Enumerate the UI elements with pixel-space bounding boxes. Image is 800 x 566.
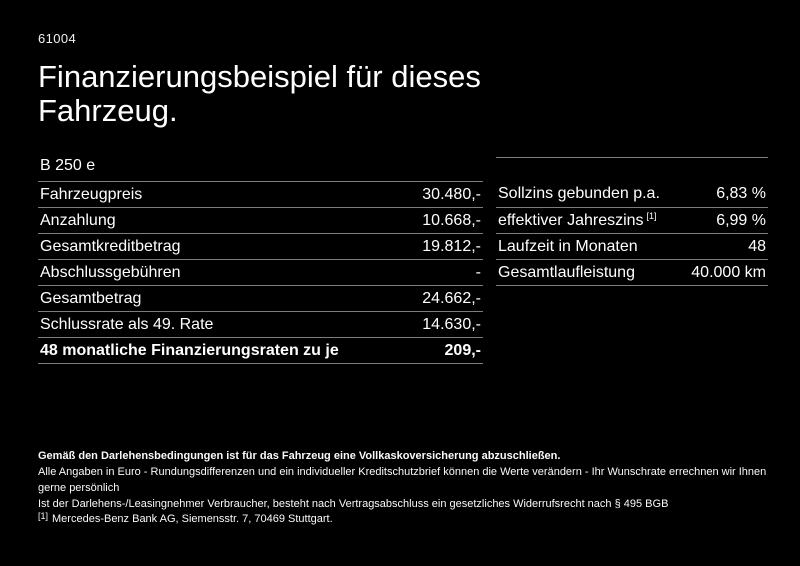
row-value: 48 (748, 238, 766, 255)
tables-area: B 250 e Fahrzeugpreis 30.480,- Anzahlung… (38, 152, 768, 364)
footnote-marker: [1] (646, 211, 657, 221)
page-title: Finanzierungsbeispiel für dieses Fahrzeu… (38, 59, 481, 128)
page-code: 61004 (38, 31, 77, 46)
table-row: effektiver Jahreszins [1] 6,99 % (496, 207, 768, 233)
footnote-marker: [1] (38, 511, 49, 521)
insurance-note: Gemäß den Darlehensbedingungen ist für d… (38, 450, 561, 462)
row-label: effektiver Jahreszins (498, 212, 644, 229)
row-value: 14.630,- (422, 316, 481, 333)
bank-reference: [1] Mercedes-Benz Bank AG, Siemensstr. 7,… (38, 512, 768, 526)
vehicle-model: B 250 e (40, 157, 96, 174)
row-label: Gesamtkreditbetrag (40, 238, 181, 255)
table-row: Fahrzeugpreis 30.480,- (38, 181, 483, 207)
legal-note-line-1: Alle Angaben in Euro - Rundungsdifferenz… (38, 466, 767, 494)
row-value: 6,83 % (716, 185, 766, 202)
row-label: Laufzeit in Monaten (498, 238, 638, 255)
table-row: Gesamtbetrag 24.662,- (38, 285, 483, 311)
legal-notes: Gemäß den Darlehensbedingungen ist für d… (38, 448, 768, 526)
row-value: - (475, 264, 481, 281)
row-value: 19.812,- (422, 238, 481, 255)
table-row: Gesamtlaufleistung 40.000 km (496, 259, 768, 286)
legal-note-line-2: Ist der Darlehens-/Leasingnehmer Verbrau… (38, 498, 669, 510)
row-label: Abschlussgebühren (40, 264, 181, 281)
table-row: Laufzeit in Monaten 48 (496, 233, 768, 259)
vehicle-model-row: B 250 e (38, 152, 483, 181)
row-label: 48 monatliche Finanzierungsraten zu je (40, 342, 339, 359)
table-row: Abschlussgebühren - (38, 259, 483, 285)
conditions-table: Sollzins gebunden p.a. 6,83 % effektiver… (496, 157, 768, 286)
finance-table: B 250 e Fahrzeugpreis 30.480,- Anzahlung… (38, 152, 483, 364)
row-value: 24.662,- (422, 290, 481, 307)
row-value: 10.668,- (422, 212, 481, 229)
row-label: Gesamtbetrag (40, 290, 142, 307)
bank-reference-text: Mercedes-Benz Bank AG, Siemensstr. 7, 70… (52, 513, 333, 525)
row-value: 6,99 % (716, 212, 766, 229)
table-row: Sollzins gebunden p.a. 6,83 % (496, 157, 768, 207)
row-value: 30.480,- (422, 186, 481, 203)
monthly-rate-row: 48 monatliche Finanzierungsraten zu je 2… (38, 337, 483, 364)
table-row: Anzahlung 10.668,- (38, 207, 483, 233)
row-label: Schlussrate als 49. Rate (40, 316, 214, 333)
row-label: Anzahlung (40, 212, 116, 229)
row-value: 40.000 km (691, 264, 766, 281)
row-label: Gesamtlaufleistung (498, 264, 635, 281)
table-row: Gesamtkreditbetrag 19.812,- (38, 233, 483, 259)
table-row: Schlussrate als 49. Rate 14.630,- (38, 311, 483, 337)
row-label: Fahrzeugpreis (40, 186, 143, 203)
row-value: 209,- (444, 342, 481, 359)
row-label: Sollzins gebunden p.a. (498, 185, 660, 202)
